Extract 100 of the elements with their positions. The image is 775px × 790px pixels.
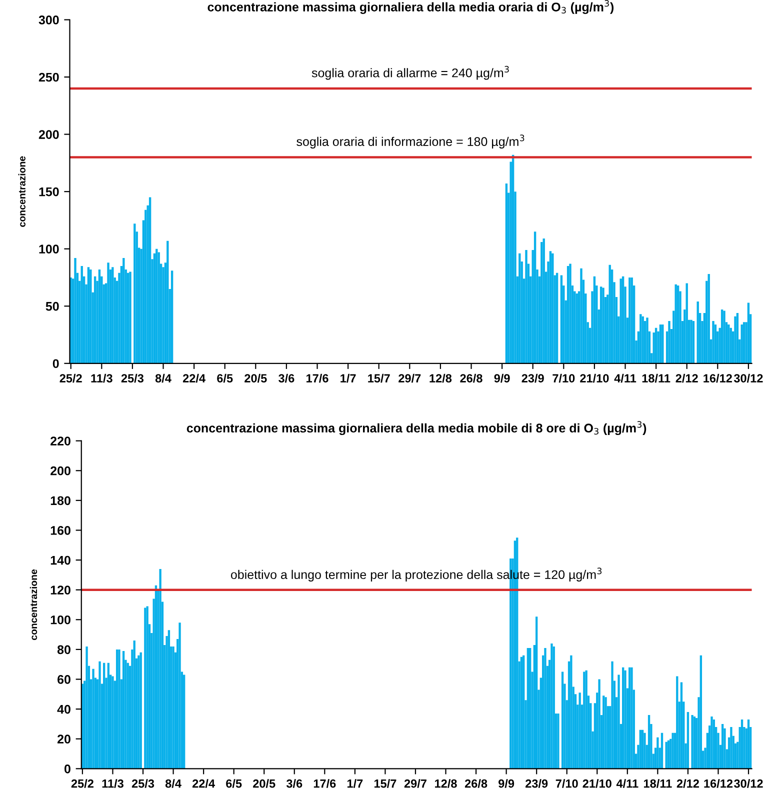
bar	[158, 252, 160, 364]
y-tick-label: 0	[64, 764, 70, 774]
bar	[153, 253, 156, 364]
x-tick-label: 26/8	[464, 779, 488, 788]
bar	[133, 640, 136, 769]
y-tick-label: 180	[50, 496, 70, 506]
x-tick-label: 8/4	[155, 374, 172, 383]
bar	[740, 719, 744, 769]
bar	[126, 272, 130, 364]
x-tick-label: 20/5	[244, 374, 267, 383]
x-tick-label: 21/10	[580, 374, 609, 383]
bar	[569, 264, 572, 364]
bar	[620, 278, 622, 364]
bar	[730, 328, 732, 364]
bar	[630, 277, 633, 364]
bar	[654, 328, 658, 364]
y-tick-label: 60	[58, 675, 70, 684]
x-tick-label: 25/3	[121, 374, 144, 383]
chart-title: concentrazione massima giornaliera della media oraria di O$_{3}$ (µg/m$^{3}$)	[208, 0, 614, 14]
y-tick-label: 160	[50, 526, 70, 535]
x-tick-label: 11/3	[102, 779, 124, 788]
bar	[549, 251, 552, 364]
bar	[668, 321, 670, 364]
x-tick-label: 18/11	[642, 374, 670, 383]
x-tick-label: 1/7	[340, 374, 356, 383]
bar	[747, 302, 750, 364]
bar	[646, 318, 648, 364]
bar	[602, 696, 605, 769]
bar	[712, 719, 715, 769]
bar	[154, 585, 158, 769]
bar	[608, 264, 611, 364]
bar	[566, 266, 570, 364]
x-tick-label: 30/12	[734, 779, 763, 788]
x-tick-label: 25/3	[132, 779, 154, 788]
bar	[87, 267, 90, 364]
bar	[552, 646, 555, 769]
bar	[736, 313, 739, 364]
bar	[640, 314, 642, 364]
bar	[552, 253, 554, 364]
y-tick-label: 100	[50, 615, 70, 624]
bar	[665, 742, 668, 769]
bar	[512, 154, 514, 364]
ref-line-label: soglia oraria di allarme = 240 µg/m$^{3}$	[312, 66, 509, 80]
bar	[624, 670, 626, 769]
bar	[505, 184, 508, 364]
x-tick-label: 23/9	[522, 374, 544, 383]
bar	[534, 232, 536, 364]
y-tick-label: 0	[52, 359, 59, 368]
bar	[556, 272, 558, 364]
bar	[693, 716, 696, 769]
y-tick-label: 200	[50, 466, 70, 476]
bar	[148, 197, 152, 364]
bar	[518, 253, 521, 364]
x-tick-label: 22/4	[192, 779, 215, 788]
x-tick-label: 29/7	[404, 779, 426, 788]
bar	[550, 643, 553, 769]
x-tick-label: 7/10	[552, 374, 575, 383]
bar	[604, 697, 607, 769]
y-tick-label: 20	[57, 734, 70, 744]
x-tick-label: 18/11	[644, 779, 672, 788]
bar	[667, 740, 670, 769]
bar	[644, 732, 646, 769]
bar	[734, 316, 736, 364]
bar	[526, 648, 530, 769]
y-axis-title: concentrazione	[30, 569, 38, 640]
y-tick-label: 40	[57, 704, 70, 714]
y-tick-label: 120	[50, 586, 70, 594]
x-tick-label: 12/8	[435, 779, 457, 788]
bar	[122, 258, 125, 364]
bar	[721, 724, 724, 769]
x-tick-label: 8/4	[165, 779, 182, 788]
x-tick-label: 30/12	[734, 374, 763, 383]
x-tick-label: 15/7	[368, 374, 390, 383]
x-tick-label: 16/12	[704, 374, 732, 383]
x-tick-label: 22/4	[182, 374, 206, 383]
bar	[126, 662, 129, 769]
bar	[525, 250, 528, 364]
x-tick-label: 9/9	[498, 779, 514, 788]
x-tick-label: 15/7	[374, 779, 396, 788]
bar	[642, 316, 644, 364]
bar	[714, 324, 717, 364]
y-tick-label: 100	[39, 244, 59, 254]
bar	[723, 310, 726, 364]
bar	[593, 276, 596, 364]
bar	[144, 608, 146, 769]
x-tick-label: 11/3	[91, 374, 112, 383]
bar	[98, 661, 101, 769]
y-axis-title: concentrazione	[18, 156, 26, 227]
bar	[676, 676, 678, 769]
y-tick-label: 200	[38, 130, 59, 139]
x-tick-label: 25/2	[71, 779, 94, 788]
x-tick-label: 6/5	[217, 374, 233, 383]
bar	[598, 679, 600, 769]
bar	[557, 714, 560, 769]
bar	[690, 320, 692, 364]
y-tick-label: 80	[57, 645, 70, 654]
bar	[691, 715, 694, 769]
bar	[742, 322, 746, 364]
bar	[103, 662, 106, 769]
bar	[580, 268, 582, 364]
